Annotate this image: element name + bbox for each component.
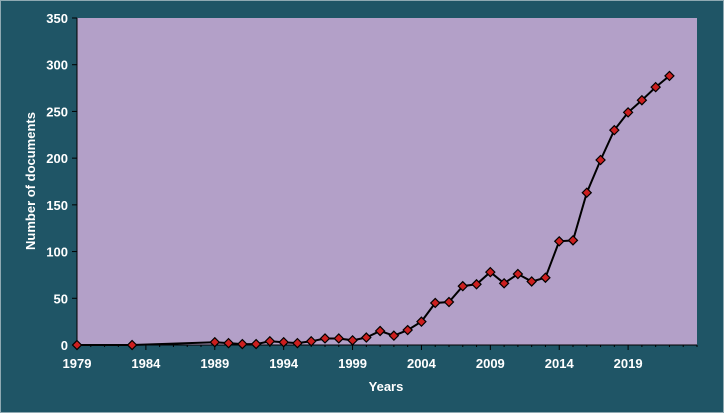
x-tick-labels: 1979 1984 1989 1994 1999 2004 2009 2014 2019 (63, 356, 643, 371)
data-point (636, 94, 648, 106)
y-tick-label: 100 (46, 245, 68, 260)
x-tick-label: 1999 (338, 356, 367, 371)
data-point (360, 332, 372, 343)
data-point (595, 154, 606, 166)
data-point (264, 335, 276, 347)
y-tick-label: 0 (61, 338, 68, 353)
x-tick-label: 1994 (269, 356, 299, 371)
data-series (71, 70, 675, 351)
x-tick-label: 2009 (476, 356, 505, 371)
x-tick-label: 2014 (545, 356, 575, 371)
y-tick-label: 200 (46, 151, 68, 166)
data-point (126, 339, 138, 351)
x-tick-label: 1989 (200, 356, 229, 371)
data-point (581, 187, 593, 199)
y-tick-label: 50 (54, 291, 68, 306)
y-tick-label: 150 (46, 198, 68, 213)
data-point (278, 336, 290, 348)
data-point (512, 268, 524, 280)
y-tick-labels: 0 50 100 150 200 250 300 350 (46, 11, 68, 353)
y-tick-label: 350 (46, 11, 68, 26)
data-point (608, 124, 620, 136)
data-point (71, 339, 83, 351)
y-axis-title: Number of documents (23, 112, 38, 250)
data-point (416, 316, 427, 327)
data-point (333, 333, 345, 344)
data-point (484, 266, 496, 278)
data-point (236, 338, 248, 350)
data-point (429, 297, 441, 309)
data-point (526, 276, 538, 287)
x-axis-title: Years (369, 379, 404, 394)
data-point (388, 330, 400, 342)
x-tick-label: 1984 (131, 356, 161, 371)
y-tick-label: 300 (46, 58, 68, 73)
data-point (305, 335, 317, 347)
data-point (250, 338, 262, 350)
data-point (471, 278, 482, 290)
data-point (567, 235, 579, 246)
data-point (347, 334, 358, 346)
x-tick-label: 1979 (63, 356, 92, 371)
data-point (374, 325, 386, 337)
plot-area (77, 18, 697, 345)
x-tick-label: 2004 (407, 356, 437, 371)
x-tick-label: 2019 (614, 356, 643, 371)
y-tick-label: 250 (46, 104, 68, 119)
data-point (650, 81, 662, 93)
data-point (553, 235, 565, 247)
data-point (402, 324, 414, 336)
data-point (443, 296, 455, 308)
data-point (622, 107, 634, 118)
data-point (540, 272, 551, 284)
data-point (457, 280, 469, 292)
data-point (664, 70, 675, 82)
data-point (319, 333, 331, 344)
data-point (209, 336, 221, 348)
data-point (292, 337, 303, 349)
data-point (223, 337, 234, 349)
data-point (498, 277, 510, 289)
